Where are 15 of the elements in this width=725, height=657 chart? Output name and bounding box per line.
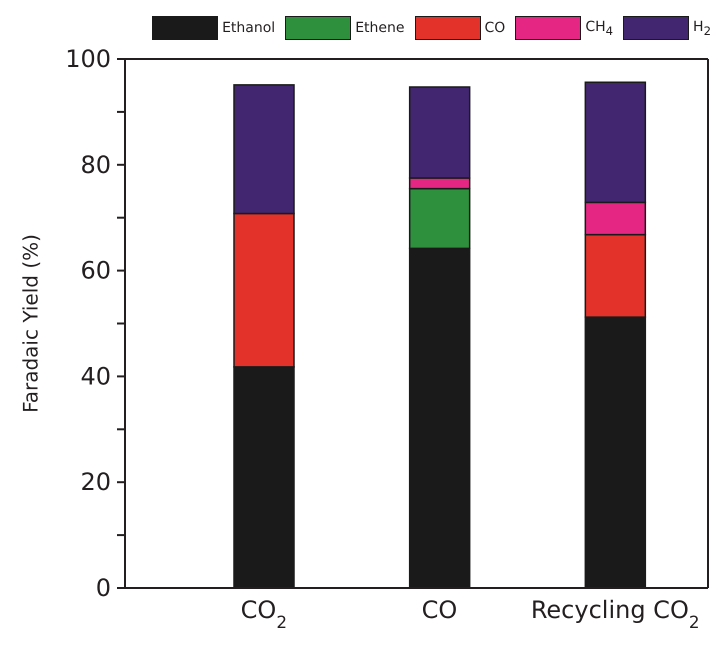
y-tick-label: 60: [80, 256, 111, 285]
y-tick-label: 80: [80, 150, 111, 179]
x-tick-label: CO: [422, 596, 458, 624]
legend-label: Ethene: [355, 20, 405, 36]
legend-label: H$_{2}$: [693, 18, 711, 38]
x-tick-label: CO$_{2}$: [240, 596, 288, 632]
legend-label: CH$_{4}$: [585, 18, 614, 38]
y-tick-label: 0: [96, 574, 111, 602]
y-tick-label: 20: [80, 468, 111, 496]
y-axis-title: Faradaic Yield (%): [18, 234, 42, 413]
legend-label: CO: [484, 20, 506, 36]
x-tick-label: Recycling CO$_{2}$: [530, 596, 700, 632]
y-tick-label: 100: [65, 45, 111, 73]
y-tick-label: 40: [80, 362, 111, 390]
legend-label: Ethanol: [222, 20, 276, 36]
